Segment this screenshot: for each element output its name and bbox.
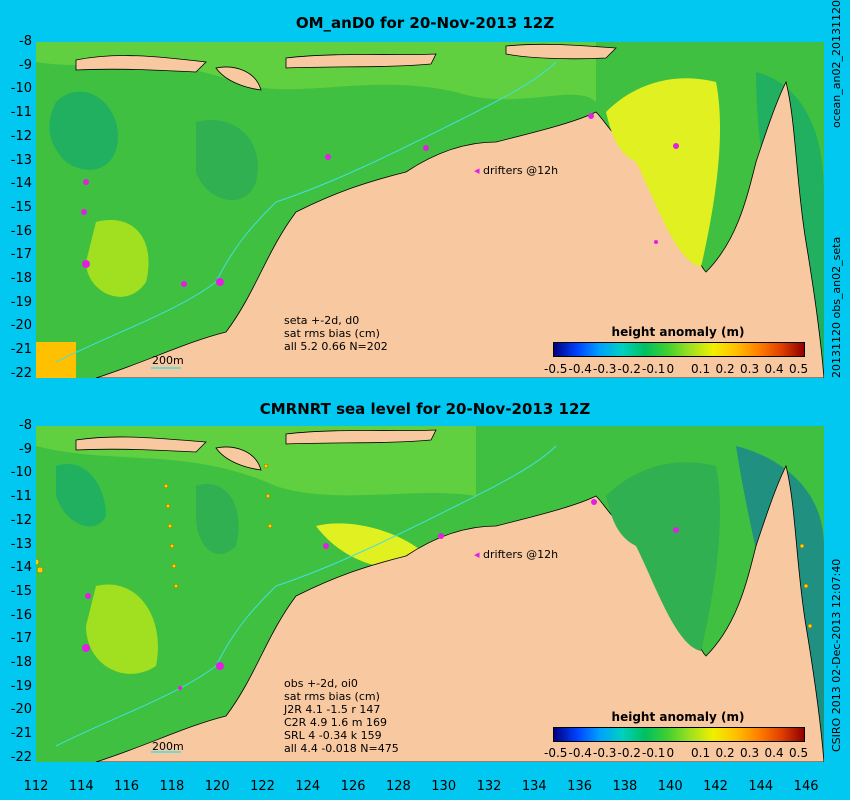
- y-tick-label: -22: [10, 749, 32, 765]
- colorbar-tick-label: -0.5: [544, 362, 568, 376]
- panel2-map-svg: [36, 426, 824, 762]
- y-tick-label: -8: [19, 34, 32, 49]
- x-tick-label: 112: [23, 779, 49, 794]
- colorbar-tick-label: -0.5: [544, 746, 568, 760]
- panel2-drifters: [82, 499, 679, 690]
- panel1-map: [36, 42, 824, 378]
- colorbar-tick-label: 0.3: [740, 362, 760, 376]
- panel2-side-label: CSIRO 2013 02-Dec-2013 12:07:40: [830, 558, 843, 752]
- panel1-scalebar-label: 200m: [152, 354, 184, 367]
- colorbar-tick-label: 0.4: [764, 746, 784, 760]
- y-tick-label: -21: [10, 342, 32, 358]
- y-tick-label: -17: [10, 631, 32, 647]
- colorbar-tick-label: -0.2: [617, 362, 641, 376]
- drifter-arrow-icon: ◂: [474, 164, 480, 177]
- panel2-map: [36, 426, 824, 762]
- panel2-scalebar-label: 200m: [152, 740, 184, 753]
- colorbar-tick-label: 0.1: [691, 746, 711, 760]
- y-tick-label: -12: [10, 128, 32, 144]
- panel1-colorbar-title: height anomaly (m): [611, 325, 745, 339]
- x-tick-label: 140: [657, 779, 683, 794]
- x-tick-label: 142: [703, 779, 728, 794]
- drifter-arrow-icon: ◂: [474, 548, 480, 561]
- colorbar-tick-label: 0.3: [740, 746, 760, 760]
- colorbar-tick-label: 0.1: [691, 362, 711, 376]
- colorbar-tick-label: 0.5: [789, 362, 809, 376]
- y-tick-label: -10: [10, 81, 32, 97]
- y-tick-label: -19: [10, 294, 32, 310]
- y-tick-label: -13: [10, 536, 32, 552]
- colorbar-tick-label: 0.4: [764, 362, 784, 376]
- y-tick-label: -15: [10, 199, 32, 215]
- y-tick-label: -20: [10, 702, 32, 718]
- y-tick-label: -19: [10, 678, 32, 694]
- panel2-stats: obs +-2d, oi0 sat rms bias (cm) J2R 4.1 …: [284, 677, 399, 755]
- colorbar-tick-label: 0.5: [789, 746, 809, 760]
- panel2-colorbar: [553, 727, 805, 742]
- colorbar-tick-label: -0.4: [568, 362, 592, 376]
- panel2-land-north: [75, 436, 207, 453]
- y-tick-label: -9: [19, 57, 32, 73]
- y-tick-label: -11: [10, 105, 32, 121]
- x-tick-label: 122: [250, 779, 275, 794]
- x-tick-label: 116: [114, 779, 140, 794]
- x-tick-label: 126: [340, 779, 366, 794]
- panel1-land-north: [75, 55, 207, 73]
- y-tick-label: -9: [19, 441, 32, 457]
- y-tick-label: -20: [10, 318, 32, 334]
- panel2-drifters-legend: ◂ drifters @12h: [474, 548, 559, 561]
- x-tick-label: 130: [431, 779, 457, 794]
- panel1-side-label: 20131120 obs_an02_seta: [830, 236, 843, 378]
- panel1-drifters-legend: ◂ drifters @12h: [474, 164, 559, 177]
- y-tick-label: -15: [10, 583, 32, 599]
- panel2-altimeter-tracks: [36, 463, 813, 629]
- panel1-contour-200m: [55, 61, 557, 363]
- colorbar-tick-label: -0.4: [568, 746, 592, 760]
- y-tick-label: -18: [10, 655, 32, 670]
- panel1-side-label-top: ocean_an02_20131120: [830, 0, 843, 128]
- colorbar-tick-label: -0.1: [642, 746, 666, 760]
- y-tick-label: -10: [10, 465, 32, 481]
- colorbar-tick-label: 0: [666, 746, 675, 760]
- y-tick-label: -12: [10, 512, 32, 528]
- y-tick-label: -11: [10, 489, 32, 505]
- x-tick-label: 134: [521, 779, 547, 794]
- y-tick-label: -16: [10, 223, 32, 239]
- panel2-colorbar-title: height anomaly (m): [611, 710, 745, 724]
- x-tick-label: 120: [204, 779, 230, 794]
- x-tick-label: 138: [612, 779, 638, 794]
- panel1-drifters: [81, 113, 679, 287]
- y-tick-label: -22: [10, 365, 32, 381]
- colorbar-tick-label: -0.1: [642, 362, 666, 376]
- x-tick-label: 144: [748, 779, 774, 794]
- y-tick-label: -18: [10, 271, 32, 286]
- colorbar-tick-label: 0: [666, 362, 675, 376]
- panel1-stats: seta +-2d, d0 sat rms bias (cm) all 5.2 …: [284, 314, 388, 353]
- panel1-colorbar: [553, 342, 805, 357]
- panel1-map-svg: [36, 42, 824, 378]
- y-tick-label: -13: [10, 152, 32, 168]
- y-tick-label: -21: [10, 726, 32, 742]
- panel2-contour-200m: [55, 445, 557, 747]
- x-tick-label: 136: [567, 779, 593, 794]
- x-tick-label: 114: [68, 779, 94, 794]
- panel1-title: OM_anD0 for 20-Nov-2013 12Z: [295, 14, 555, 32]
- colorbar-tick-label: -0.3: [593, 746, 617, 760]
- x-tick-label: 132: [476, 779, 502, 794]
- x-tick-label: 146: [793, 779, 819, 794]
- x-tick-label: 124: [295, 779, 321, 794]
- colorbar-tick-label: -0.3: [593, 362, 617, 376]
- colorbar-tick-label: 0.2: [715, 746, 735, 760]
- y-tick-label: -14: [10, 176, 32, 192]
- y-tick-label: -8: [19, 418, 32, 433]
- x-tick-label: 128: [385, 779, 411, 794]
- panel2-title: CMRNRT sea level for 20-Nov-2013 12Z: [259, 400, 591, 418]
- colorbar-tick-label: -0.2: [617, 746, 641, 760]
- y-tick-label: -16: [10, 607, 32, 623]
- y-tick-label: -14: [10, 560, 32, 576]
- colorbar-tick-label: 0.2: [715, 362, 735, 376]
- x-tick-label: 118: [159, 779, 185, 794]
- y-tick-label: -17: [10, 247, 32, 263]
